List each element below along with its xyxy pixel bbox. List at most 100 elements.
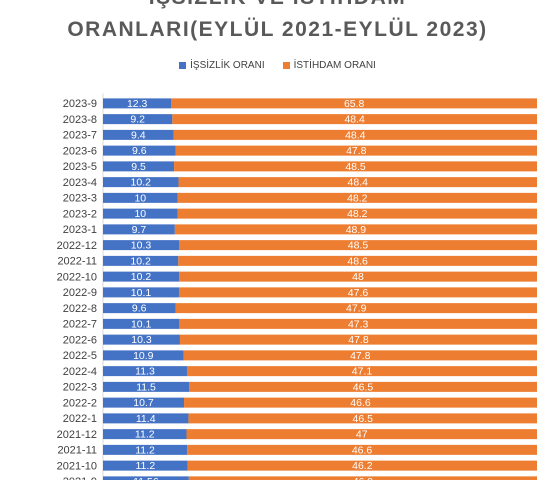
legend-swatch-employment — [282, 62, 290, 69]
bar-unemployment — [103, 224, 175, 235]
bar-unemployment — [103, 429, 187, 440]
data-label-unemployment: 9.5 — [131, 161, 146, 173]
data-label-employment: 48.4 — [345, 129, 366, 141]
bar-unemployment — [103, 397, 185, 408]
bar-unemployment — [103, 334, 180, 345]
bar-employment — [187, 460, 537, 471]
bar-unemployment — [103, 350, 184, 361]
data-label-unemployment: 10.9 — [133, 350, 154, 362]
bar-employment — [188, 476, 537, 480]
bar-unemployment — [103, 255, 179, 266]
data-label-unemployment: 11.4 — [136, 413, 156, 425]
bar-employment — [175, 145, 537, 156]
bar-employment — [177, 192, 538, 203]
data-label-employment: 48.2 — [347, 208, 368, 220]
bar-employment — [179, 334, 537, 345]
bar-employment — [179, 240, 537, 251]
y-tick-label: 2023-3 — [63, 193, 97, 205]
bar-unemployment — [103, 287, 179, 298]
bar-unemployment — [103, 177, 179, 188]
y-tick-label: 2022-1 — [63, 413, 97, 425]
bar-employment — [171, 98, 537, 109]
legend-swatch-unemployment — [179, 62, 187, 69]
bar-employment — [184, 397, 537, 408]
data-label-employment: 48.9 — [346, 224, 367, 236]
data-label-unemployment: 10.2 — [130, 255, 151, 267]
data-label-employment: 48.4 — [348, 177, 369, 189]
y-tick-label: 2023-5 — [63, 161, 97, 173]
data-label-unemployment: 11.56 — [133, 476, 159, 480]
bar-unemployment — [103, 208, 178, 219]
bar-employment — [173, 129, 538, 140]
data-label-employment: 47.9 — [346, 303, 367, 315]
data-label-employment: 46.9 — [353, 476, 374, 480]
data-label-unemployment: 10 — [134, 192, 146, 204]
bar-unemployment — [103, 240, 180, 251]
data-label-employment: 48.5 — [348, 240, 369, 252]
legend-label-employment: İSTİHDAM ORANI — [293, 60, 376, 71]
bar-employment — [177, 208, 538, 219]
data-label-employment: 47 — [356, 429, 368, 441]
y-tick-label: 2022-6 — [63, 334, 97, 346]
data-label-unemployment: 11.3 — [135, 366, 155, 378]
bar-employment — [179, 271, 537, 282]
data-label-unemployment: 10.7 — [133, 397, 154, 409]
data-label-unemployment: 11.2 — [135, 444, 155, 456]
bar-employment — [178, 255, 538, 266]
data-label-employment: 48.2 — [347, 192, 368, 204]
bar-unemployment — [103, 366, 187, 377]
y-tick-label: 2021-11 — [57, 445, 97, 457]
bar-employment — [179, 318, 538, 329]
data-label-employment: 47.1 — [352, 366, 373, 378]
bar-unemployment — [103, 161, 175, 172]
bar-employment — [174, 224, 537, 235]
data-label-unemployment: 10.3 — [131, 240, 152, 252]
data-label-unemployment: 11.5 — [136, 381, 156, 393]
y-tick-label: 2022-3 — [63, 382, 97, 394]
data-label-employment: 47.3 — [348, 318, 369, 330]
bar-employment — [188, 413, 537, 424]
y-tick-label: 2023-4 — [63, 177, 97, 189]
data-label-unemployment: 9.4 — [131, 129, 146, 141]
bar-unemployment — [103, 271, 180, 282]
y-tick-label: 2022-9 — [63, 287, 97, 299]
data-label-employment: 47.6 — [348, 287, 369, 299]
legend: İŞSİZLİK ORANI İSTİHDAM ORANI — [0, 60, 555, 71]
bar-employment — [175, 303, 537, 314]
data-label-employment: 47.8 — [348, 334, 369, 346]
data-label-unemployment: 10.1 — [131, 287, 152, 299]
data-label-unemployment: 10 — [134, 208, 146, 220]
bar-unemployment — [103, 444, 188, 455]
y-tick-label: 2022-12 — [57, 240, 97, 252]
bar-unemployment — [103, 413, 189, 424]
bar-unemployment — [103, 303, 176, 314]
legend-item-employment: İSTİHDAM ORANI — [282, 60, 376, 71]
data-label-unemployment: 10.2 — [131, 177, 152, 189]
bar-employment — [189, 381, 537, 392]
y-tick-label: 2023-8 — [63, 114, 97, 126]
data-label-unemployment: 10.3 — [131, 334, 152, 346]
data-label-unemployment: 11.2 — [135, 429, 155, 441]
y-tick-label: 2022-11 — [57, 256, 97, 268]
data-label-employment: 65.8 — [344, 98, 365, 110]
y-tick-label: 2022-10 — [57, 271, 97, 283]
bar-unemployment — [103, 114, 173, 125]
legend-label-unemployment: İŞSİZLİK ORANI — [190, 60, 265, 71]
data-label-employment: 47.8 — [350, 350, 371, 362]
y-tick-label: 2022-8 — [63, 303, 97, 315]
data-label-unemployment: 12.3 — [127, 98, 148, 110]
bar-unemployment — [103, 476, 189, 480]
data-label-unemployment: 9.6 — [132, 303, 147, 315]
bar-employment — [187, 444, 537, 455]
chart-title-line-2: ORANLARI(EYLÜL 2021-EYLÜL 2023) — [67, 18, 488, 41]
data-label-employment: 48.4 — [344, 114, 365, 126]
data-label-employment: 46.5 — [353, 381, 374, 393]
y-tick-label: 2023-6 — [63, 145, 97, 157]
data-label-employment: 48 — [352, 271, 364, 283]
bar-employment — [174, 161, 537, 172]
bar-unemployment — [103, 129, 174, 140]
data-label-employment: 46.5 — [353, 413, 374, 425]
data-label-employment: 46.2 — [352, 460, 373, 472]
